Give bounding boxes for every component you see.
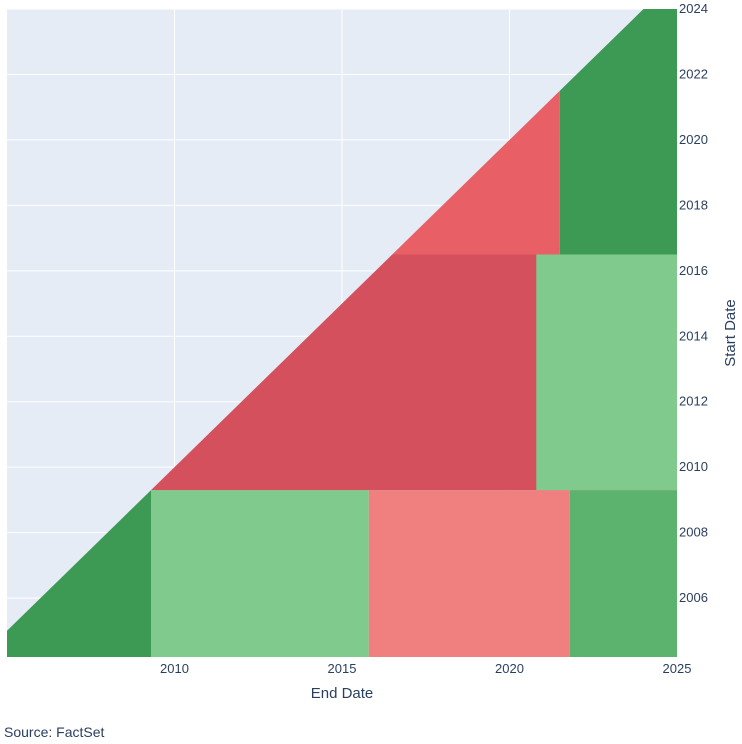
x-tick-label: 2015 [328,661,357,676]
heatmap-region [7,490,151,657]
y-tick-label: 2022 [679,66,708,81]
y-axis-title: Start Date [722,299,739,367]
x-tick-label: 2020 [495,661,524,676]
y-tick-label: 2010 [679,459,708,474]
y-tick-label: 2016 [679,263,708,278]
tick-labels: 2010 2015 2020 2025 2006 2008 2010 2012 2014 2016… [160,1,708,676]
heatmap-region [392,90,560,255]
source-note: Source: FactSet [4,724,105,740]
heatmap-region [536,254,677,491]
heatmap-cells [7,9,677,657]
y-tick-label: 2018 [679,197,708,212]
x-tick-label: 2010 [160,661,189,676]
y-tick-label: 2008 [679,525,708,540]
y-tick-label: 2012 [679,394,708,409]
y-tick-label: 2006 [679,590,708,605]
heatmap-region [559,9,677,255]
x-axis-title: End Date [311,685,374,702]
y-tick-label: 2014 [679,328,708,343]
heatmap-region [151,490,369,657]
heatmap-region [569,490,677,657]
y-tick-label: 2020 [679,132,708,147]
heatmap-region [368,490,570,657]
y-tick-label: 2024 [679,1,708,16]
x-tick-label: 2025 [663,661,692,676]
